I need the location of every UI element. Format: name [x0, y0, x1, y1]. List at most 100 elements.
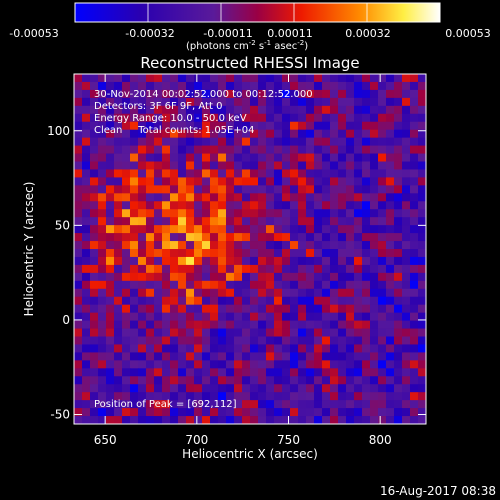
heatmap-cell: [394, 400, 403, 409]
heatmap-cell: [250, 209, 259, 218]
heatmap-cell: [266, 280, 275, 290]
heatmap-cell: [290, 185, 299, 194]
heatmap-cell: [346, 113, 355, 123]
heatmap-cell: [370, 368, 379, 377]
heatmap-cell: [258, 89, 267, 99]
heatmap-cell: [114, 249, 123, 258]
heatmap-cell: [402, 280, 411, 290]
heatmap-cell: [362, 89, 371, 99]
heatmap-cell: [306, 416, 315, 425]
heatmap-cell: [194, 408, 203, 417]
heatmap-cell: [282, 384, 291, 393]
heatmap-cell: [234, 121, 243, 131]
heatmap-cell: [402, 288, 411, 298]
heatmap-cell: [234, 280, 243, 290]
heatmap-cell: [306, 74, 315, 83]
heatmap-cell: [114, 121, 123, 131]
heatmap-cell: [122, 145, 131, 154]
heatmap-cell: [258, 280, 267, 290]
heatmap-cell: [338, 288, 347, 298]
heatmap-cell: [154, 201, 163, 210]
heatmap-cell: [90, 217, 99, 226]
heatmap-cell: [170, 121, 179, 131]
heatmap-cell: [210, 137, 219, 146]
heatmap-cell: [338, 328, 347, 337]
y-tick-label: 0: [62, 313, 70, 327]
heatmap-cell: [258, 169, 267, 178]
heatmap-cell: [338, 209, 347, 218]
heatmap-cell: [106, 384, 115, 393]
heatmap-cell: [202, 177, 211, 186]
heatmap-cell: [306, 296, 315, 306]
heatmap-cell: [394, 249, 403, 258]
heatmap-cell: [74, 360, 83, 369]
heatmap-cell: [362, 185, 371, 194]
heatmap-cell: [74, 296, 83, 306]
heatmap-cell: [210, 209, 219, 218]
heatmap-cell: [258, 272, 267, 282]
energy-range-text: Energy Range: 10.0 - 50.0 keV: [94, 113, 247, 124]
heatmap-cell: [306, 241, 315, 250]
heatmap-cell: [322, 328, 331, 337]
heatmap-cell: [298, 105, 307, 115]
heatmap-cell: [130, 121, 139, 131]
heatmap-cell: [410, 264, 419, 274]
heatmap-cell: [410, 129, 419, 139]
heatmap-cell: [242, 272, 251, 282]
heatmap-cell: [130, 272, 139, 282]
heatmap-cell: [130, 376, 139, 385]
heatmap-cell: [330, 368, 339, 377]
heatmap-cell: [194, 328, 203, 337]
heatmap-cell: [258, 360, 267, 369]
heatmap-cell: [354, 368, 363, 377]
heatmap-cell: [250, 312, 259, 321]
heatmap-cell: [234, 217, 243, 226]
heatmap-cell: [242, 384, 251, 393]
heatmap-cell: [354, 74, 363, 83]
heatmap-cell: [138, 376, 147, 385]
heatmap-cell: [242, 416, 251, 425]
heatmap-cell: [330, 408, 339, 417]
heatmap-cell: [274, 161, 283, 170]
heatmap-cell: [226, 169, 235, 178]
heatmap-cell: [82, 161, 91, 170]
heatmap-cell: [370, 225, 379, 234]
heatmap-cell: [370, 113, 379, 123]
heatmap-cell: [386, 416, 395, 425]
heatmap-cell: [290, 280, 299, 290]
y-axis-label: Heliocentric Y (arcsec): [22, 182, 36, 317]
heatmap-cell: [370, 217, 379, 226]
heatmap-cell: [330, 312, 339, 321]
heatmap-cell: [98, 272, 107, 282]
heatmap-cell: [306, 384, 315, 393]
heatmap-cell: [266, 272, 275, 282]
heatmap-cell: [146, 280, 155, 290]
heatmap-cell: [122, 408, 131, 417]
heatmap-cell: [338, 74, 347, 83]
heatmap-cell: [74, 97, 83, 107]
heatmap-cell: [362, 177, 371, 186]
heatmap-cell: [82, 328, 91, 337]
heatmap-cell: [250, 233, 259, 242]
heatmap-cell: [322, 249, 331, 258]
heatmap-cell: [378, 336, 387, 345]
heatmap-cell: [122, 201, 131, 210]
heatmap-cell: [266, 416, 275, 425]
heatmap-cell: [186, 177, 195, 186]
heatmap-cell: [114, 153, 123, 162]
heatmap-cell: [402, 360, 411, 369]
heatmap-cell: [266, 233, 275, 242]
heatmap-cell: [178, 296, 187, 306]
heatmap-cell: [314, 169, 323, 178]
heatmap-cell: [354, 81, 363, 91]
heatmap-cell: [74, 241, 83, 250]
heatmap-cell: [354, 352, 363, 361]
heatmap-cell: [210, 233, 219, 242]
heatmap-cell: [306, 312, 315, 321]
heatmap-cell: [106, 416, 115, 425]
heatmap-cell: [258, 304, 267, 314]
heatmap-cell: [370, 145, 379, 154]
heatmap-cell: [410, 217, 419, 226]
heatmap-cell: [210, 312, 219, 321]
heatmap-cell: [402, 89, 411, 99]
